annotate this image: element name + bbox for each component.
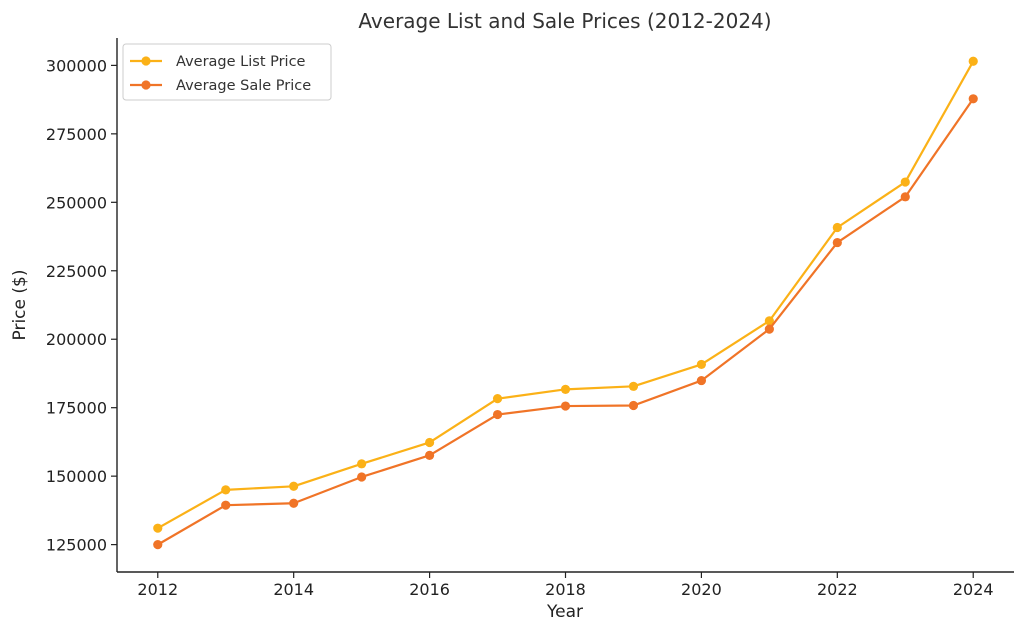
data-point-average-sale-price xyxy=(153,540,163,550)
y-tick-label: 150000 xyxy=(46,467,107,486)
y-tick-label: 175000 xyxy=(46,399,107,418)
data-point-average-sale-price xyxy=(221,500,231,510)
y-tick-label: 225000 xyxy=(46,262,107,281)
chart-title: Average List and Sale Prices (2012-2024) xyxy=(358,9,771,33)
data-point-average-sale-price xyxy=(492,409,503,420)
x-axis-label: Year xyxy=(546,602,583,622)
x-tick-label: 2024 xyxy=(953,580,994,599)
data-point-average-list-price xyxy=(628,381,639,391)
legend: Average List Price Average Sale Price xyxy=(122,43,332,101)
y-tick-label: 250000 xyxy=(46,193,107,212)
series-layer xyxy=(153,56,978,550)
data-point-average-sale-price xyxy=(764,324,774,334)
x-tick-label: 2020 xyxy=(681,580,722,599)
x-tick-label: 2022 xyxy=(817,580,858,599)
data-point-average-list-price xyxy=(832,222,842,233)
data-point-average-list-price xyxy=(968,56,978,66)
x-tick-label: 2018 xyxy=(545,580,586,599)
x-tick-label: 2014 xyxy=(273,580,314,599)
axes xyxy=(116,38,1014,573)
x-tick-label: 2012 xyxy=(137,580,178,599)
series-line-average-list-price xyxy=(156,60,975,530)
y-tick-label: 275000 xyxy=(46,125,107,144)
data-point-average-list-price xyxy=(289,481,299,491)
x-axis-ticks: 2012 2014 2016 2018 2020 2022 2024 xyxy=(137,572,994,599)
series-average-sale-price xyxy=(153,94,978,550)
data-point-average-sale-price xyxy=(628,400,639,411)
y-tick-label: 200000 xyxy=(46,330,107,349)
data-point-average-sale-price xyxy=(968,94,978,104)
data-point-average-sale-price xyxy=(357,472,367,482)
data-point-average-list-price xyxy=(153,523,163,533)
data-point-average-list-price xyxy=(424,437,435,448)
data-point-average-list-price xyxy=(560,384,571,394)
data-point-average-list-price xyxy=(492,394,503,404)
data-point-average-sale-price xyxy=(560,401,571,411)
legend-swatch-marker xyxy=(141,56,151,66)
data-point-average-list-price xyxy=(696,359,707,370)
y-axis-ticks: 125000 150000 175000 200000 225000 250000 2750… xyxy=(46,56,117,555)
legend-box xyxy=(122,43,332,101)
data-point-average-sale-price xyxy=(424,450,435,460)
data-point-average-list-price xyxy=(357,459,367,469)
data-point-average-sale-price xyxy=(696,375,707,386)
data-point-average-sale-price xyxy=(832,237,842,248)
legend-swatch-marker xyxy=(141,80,151,90)
data-point-average-sale-price xyxy=(289,498,299,508)
legend-label: Average Sale Price xyxy=(176,78,311,94)
data-point-average-list-price xyxy=(221,485,231,495)
data-point-average-sale-price xyxy=(900,192,910,202)
data-point-average-list-price xyxy=(900,177,910,187)
x-tick-label: 2016 xyxy=(409,580,450,599)
legend-label: Average List Price xyxy=(176,54,306,70)
y-axis-label: Price ($) xyxy=(10,270,30,341)
y-tick-label: 125000 xyxy=(46,536,107,555)
series-average-list-price xyxy=(153,56,978,533)
series-line-average-sale-price xyxy=(156,97,975,546)
data-point-average-list-price xyxy=(764,316,774,326)
y-tick-label: 300000 xyxy=(46,56,107,75)
